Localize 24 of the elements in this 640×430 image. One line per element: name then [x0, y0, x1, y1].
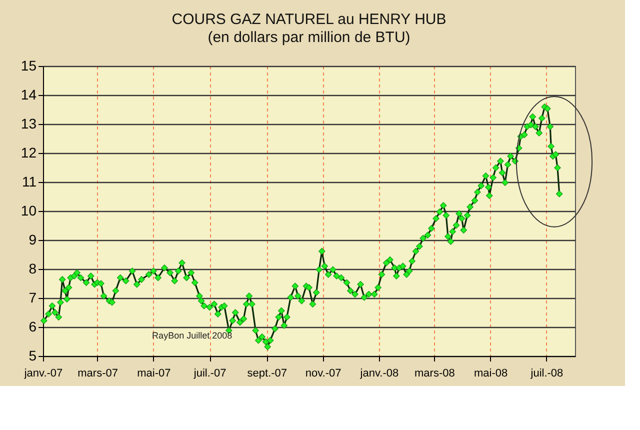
y-tick-label: 5: [28, 348, 37, 364]
y-tick-label: 15: [20, 58, 37, 74]
y-tick-label: 13: [20, 116, 37, 132]
y-tick-label: 9: [28, 232, 37, 248]
annotation: RayBon Juillet 2008: [152, 330, 232, 341]
x-tick-label: janv.-07: [23, 368, 63, 380]
x-tick-label: sept.-07: [247, 368, 288, 380]
x-tick-label: janv.-08: [359, 368, 399, 380]
y-tick-label: 14: [20, 86, 37, 102]
y-tick-label: 6: [28, 318, 37, 334]
x-tick-label: mars-07: [78, 368, 118, 380]
y-tick-label: 10: [20, 202, 37, 218]
x-tick-label: mai-08: [474, 368, 508, 380]
y-tick-label: 12: [20, 144, 37, 160]
y-tick-label: 7: [28, 290, 37, 306]
x-tick-label: juil.-07: [192, 368, 226, 380]
x-tick-label: mai-07: [137, 368, 171, 380]
chart-subtitle: (en dollars par million de BTU): [208, 29, 410, 46]
y-tick-label: 11: [22, 174, 37, 190]
y-tick-label: 8: [28, 260, 37, 276]
chart-title: COURS GAZ NATUREL au HENRY HUB: [172, 11, 446, 28]
x-tick-label: nov.-07: [305, 368, 342, 380]
x-tick-label: mars-08: [414, 368, 455, 380]
x-tick-label: juil.-08: [530, 368, 564, 380]
